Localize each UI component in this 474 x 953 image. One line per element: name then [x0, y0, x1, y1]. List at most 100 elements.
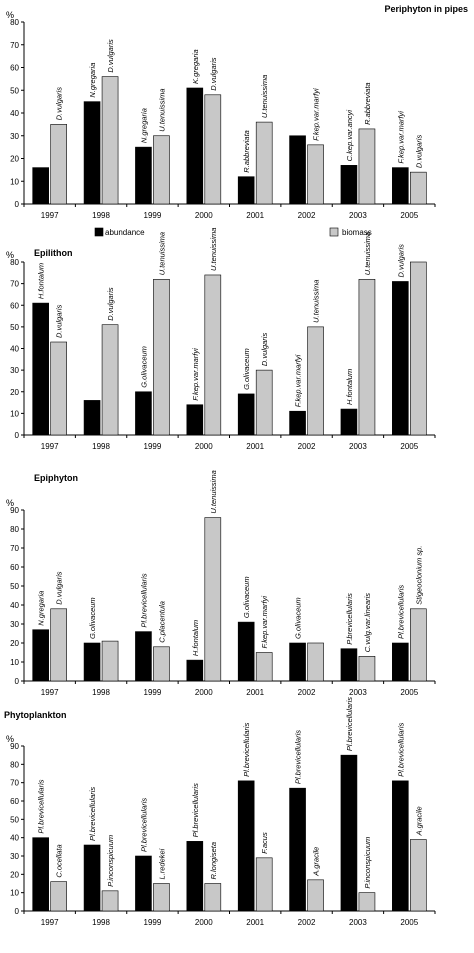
biomass-bar-label: U.tenuissima: [312, 280, 321, 323]
abundance-bar-label: H.fontalum: [345, 369, 354, 405]
abundance-bar-label: G.olivaceum: [242, 348, 251, 390]
biomass-bar: [307, 326, 324, 436]
biomass-bar: [358, 892, 376, 912]
y-axis-label: %: [6, 250, 14, 260]
biomass-bar: [153, 278, 170, 436]
biomass-bar-label: D.vulgaris: [209, 57, 218, 91]
abundance-bar: [83, 642, 101, 682]
abundance-bar-label: Pl.brevicellularis: [345, 697, 354, 751]
y-tick-label: 90: [10, 742, 19, 751]
abundance-bar-label: G.olivaceum: [88, 597, 97, 639]
x-tick-label: 2005: [400, 918, 418, 927]
abundance-bar-label: F.kep.var.marfyi: [191, 348, 200, 401]
biomass-bar-label: U.tenuissima: [209, 228, 218, 271]
abundance-bar: [186, 404, 204, 436]
abundance-bar: [83, 400, 101, 436]
x-tick-label: 2002: [298, 442, 316, 451]
abundance-bar-label: Pl.brevicellularis: [396, 585, 405, 639]
y-tick-label: 60: [10, 301, 19, 310]
x-tick-label: 2003: [349, 442, 367, 451]
y-axis-label: %: [6, 734, 14, 744]
abundance-bar: [340, 165, 358, 205]
abundance-bar: [289, 410, 306, 436]
biomass-bar-label: D.vulgaris: [260, 333, 269, 367]
biomass-bar-label: D.vulgaris: [106, 39, 115, 73]
chart-title: Epilithon: [34, 248, 73, 258]
biomass-bar-label: U.tenuissima: [157, 232, 166, 275]
abundance-bar: [135, 631, 152, 682]
abundance-bar-label: N.gregaria: [37, 591, 46, 626]
x-tick-label: 1999: [144, 211, 162, 220]
abundance-bar: [135, 855, 152, 912]
x-tick-label: 2000: [195, 688, 213, 697]
y-tick-label: 80: [10, 760, 19, 769]
biomass-bar: [307, 879, 324, 912]
abundance-bar: [135, 146, 152, 205]
y-tick-label: 50: [10, 323, 19, 332]
abundance-bar: [186, 659, 204, 682]
x-tick-label: 2003: [349, 688, 367, 697]
y-tick-label: 40: [10, 109, 19, 118]
x-tick-label: 2003: [349, 918, 367, 927]
x-tick-label: 1998: [92, 442, 110, 451]
biomass-bar-label: P.inconspicuum: [106, 835, 115, 887]
biomass-bar: [410, 171, 427, 205]
biomass-bar: [410, 839, 427, 912]
x-tick-label: 2002: [298, 918, 316, 927]
y-tick-label: 40: [10, 601, 19, 610]
abundance-bar-label: P.brevicellularis: [345, 593, 354, 645]
x-tick-label: 1997: [41, 688, 59, 697]
abundance-bar-label: Pl.brevicellularis: [139, 798, 148, 852]
abundance-bar: [237, 621, 255, 682]
x-tick-label: 2005: [400, 688, 418, 697]
abundance-bar-label: C.kep.var.ancyi: [345, 110, 354, 162]
biomass-bar: [204, 883, 222, 912]
abundance-bar: [392, 642, 409, 682]
biomass-bar: [50, 881, 67, 912]
biomass-bar-label: D.vulgaris: [55, 571, 64, 605]
abundance-bar: [289, 787, 306, 912]
abundance-bar-label: H.fontalum: [191, 620, 200, 656]
abundance-bar-label: G.olivaceum: [294, 597, 303, 639]
abundance-bar-label: Pl.brevicellularis: [242, 722, 251, 776]
chart-title: Epiphyton: [34, 473, 78, 483]
y-tick-label: 20: [10, 870, 19, 879]
y-tick-label: 0: [15, 907, 20, 916]
legend-swatch-abundance: [94, 227, 104, 237]
biomass-bar-label: D.vulgaris: [55, 304, 64, 338]
biomass-bar: [101, 76, 119, 205]
biomass-bar-label: U.tenuissima: [260, 75, 269, 118]
biomass-bar-label: A.gracile: [414, 806, 423, 836]
y-tick-label: 10: [10, 658, 19, 667]
biomass-bar: [358, 128, 376, 205]
y-tick-label: 70: [10, 544, 19, 553]
abundance-bar-label: D.vulgaris: [396, 244, 405, 278]
abundance-bar: [32, 302, 49, 436]
x-tick-label: 1998: [92, 688, 110, 697]
abundance-bar-label: Pl.brevicellularis: [88, 787, 97, 841]
biomass-bar-label: L.redekei: [157, 848, 166, 879]
y-tick-label: 60: [10, 797, 19, 806]
biomass-bar: [410, 261, 427, 436]
abundance-bar: [392, 780, 409, 912]
legend-label-abundance: abundance: [105, 228, 145, 237]
biomass-bar-label: F.kep.var.marfyi: [312, 88, 321, 141]
biomass-bar-label: D.vulgaris: [414, 135, 423, 169]
x-tick-label: 2000: [195, 918, 213, 927]
y-tick-label: 0: [15, 200, 20, 209]
x-tick-label: 2005: [400, 211, 418, 220]
abundance-bar-label: F.kep.var.marfyi: [396, 111, 405, 164]
biomass-bar: [153, 135, 170, 205]
biomass-bar-label: R.longiseta: [209, 842, 218, 880]
x-tick-label: 2000: [195, 442, 213, 451]
x-tick-label: 2003: [349, 211, 367, 220]
biomass-bar-label: D.vulgaris: [55, 87, 64, 121]
y-tick-label: 30: [10, 132, 19, 141]
y-tick-label: 90: [10, 506, 19, 515]
biomass-bar: [204, 274, 222, 436]
biomass-bar: [410, 608, 427, 682]
biomass-bar-label: U.tenuissima: [363, 232, 372, 275]
chart-title: Periphyton in pipes: [384, 4, 468, 14]
biomass-bar: [307, 642, 324, 682]
biomass-bar-label: C.placentula: [157, 601, 166, 643]
